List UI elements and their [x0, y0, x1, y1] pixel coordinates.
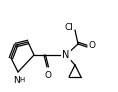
- Text: N: N: [62, 50, 70, 60]
- Text: H: H: [19, 77, 24, 83]
- Text: O: O: [44, 71, 51, 80]
- Text: Cl: Cl: [65, 23, 73, 31]
- Text: O: O: [88, 41, 95, 51]
- Text: N: N: [14, 76, 20, 85]
